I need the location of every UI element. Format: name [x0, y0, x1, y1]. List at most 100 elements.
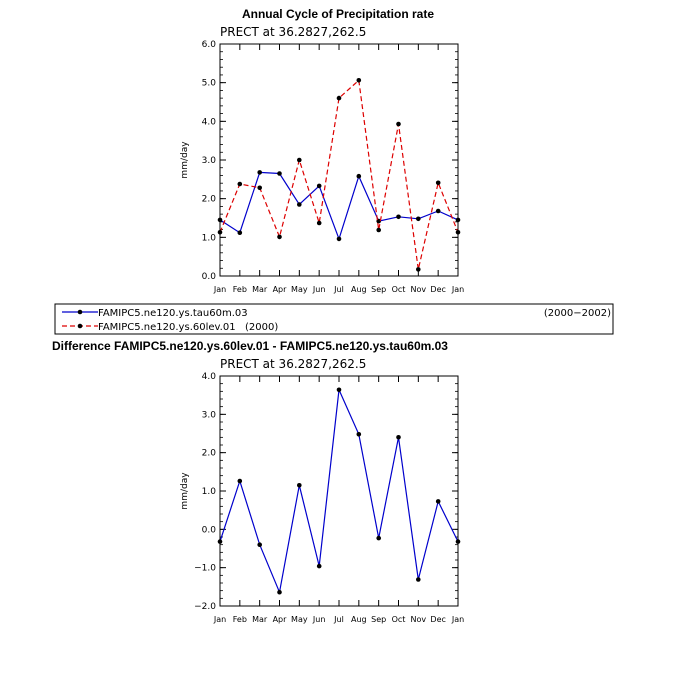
chart-2-xtick-label: Jan	[213, 615, 226, 624]
legend: FAMIPC5.ne120.ys.tau60m.03 (2000−2002) F…	[54, 303, 614, 335]
chart-2-xtick-label: Feb	[233, 615, 247, 624]
chart-2-series-1-point	[277, 589, 282, 595]
chart-2-xtick-label: Mar	[252, 615, 268, 624]
chart-1-ytick-label: 0.0	[202, 272, 217, 282]
chart-1-series-1-point	[316, 183, 322, 189]
chart-2-series-1-point	[356, 432, 362, 437]
chart-2-ytick-label: 2.0	[202, 449, 217, 459]
legend-label-series-2: FAMIPC5.ne120.ys.60lev.01	[98, 322, 236, 333]
chart-1-series-1-point	[336, 236, 342, 242]
chart-1-xtick-label: Jun	[312, 285, 326, 294]
chart-1-xtick-label: Oct	[392, 285, 406, 294]
chart-1-series-1-point	[277, 171, 282, 176]
chart-1-series-2-point	[336, 95, 342, 101]
chart-2-ytick-label: 0.0	[202, 525, 217, 535]
chart-2-series-1-point	[257, 542, 263, 547]
chart-2-tick-labels: −2.0 −1.0 0.0 1.0 2.0 3.0 4.0 Jan Feb Mar Apr May Ju…	[194, 372, 464, 624]
chart-1-series-1-point	[416, 216, 421, 222]
chart-1-subtitle: PRECT at 36.2827,262.5	[220, 25, 366, 39]
chart-1-series-2-point	[316, 220, 322, 226]
chart-1-series-1-point	[455, 217, 461, 223]
legend-marker-series-1	[77, 309, 83, 315]
chart-2-series	[217, 387, 461, 595]
chart-1-series-1-point	[297, 202, 302, 207]
chart-2-series-1-point	[455, 539, 461, 544]
chart-1-series-line-1	[219, 171, 459, 241]
chart-2-ytick-label: 1.0	[202, 487, 217, 497]
chart-2-series-1-point	[217, 539, 223, 544]
chart-1-xtick-label: Sep	[371, 285, 386, 294]
chart-2-ytick-label: 4.0	[202, 372, 217, 382]
chart-2-xtick-label: Jan	[451, 615, 464, 624]
chart-2-series-1-point	[316, 563, 322, 569]
chart-1-series-2-point	[455, 230, 461, 235]
chart-2-series-line-1	[219, 387, 459, 595]
chart-1-xtick-label: Aug	[351, 285, 367, 294]
chart-2-series-1-point	[336, 387, 342, 393]
chart-2-xtick-label: Dec	[430, 615, 445, 624]
chart-2-ylabel: mm/day	[180, 472, 190, 510]
chart-1-series-1-point	[257, 170, 263, 175]
legend-box	[54, 303, 614, 335]
chart-1-series-2-point	[217, 230, 223, 235]
legend-marker-series-2	[77, 323, 83, 329]
chart-1-ytick-label: 1.0	[202, 233, 217, 243]
chart-1-series-2-point	[297, 157, 302, 163]
chart-1-series-1-point	[356, 173, 362, 179]
legend-period-series-1: (2000−2002)	[544, 308, 611, 319]
chart-2-ytick-label: 3.0	[202, 410, 217, 420]
chart-1-xtick-label: Feb	[233, 285, 247, 294]
chart-1-ytick-label: 3.0	[202, 156, 217, 166]
chart-2-xtick-label: Sep	[371, 615, 386, 624]
chart-1-series-2-point	[376, 227, 382, 233]
chart-1-ytick-label: 4.0	[202, 117, 217, 127]
chart-2-series-1-point	[376, 535, 382, 541]
chart-1-xtick-label: May	[291, 285, 308, 294]
chart-2-series-1-point	[237, 478, 243, 484]
chart-1-series-1-point	[396, 214, 401, 220]
chart-1-series-1-point	[217, 217, 223, 223]
chart-2-ytick-label: −2.0	[194, 602, 216, 612]
chart-1-series-2-point	[257, 185, 263, 191]
chart-1-series-1-point	[435, 208, 441, 214]
chart-1-xtick-label: Jan	[213, 285, 226, 294]
chart-2-ytick-label: −1.0	[194, 564, 216, 574]
legend-label-series-1: FAMIPC5.ne120.ys.tau60m.03	[98, 308, 248, 319]
legend-period-series-2: (2000)	[245, 322, 278, 333]
chart-1-xtick-label: Mar	[252, 285, 268, 294]
chart-1-ytick-label: 5.0	[202, 79, 217, 89]
chart-2-series-1-point	[396, 435, 401, 440]
chart-2-xtick-label: Nov	[411, 615, 427, 624]
chart-1-series-2-point	[237, 181, 243, 187]
chart-1-series-2-point	[416, 267, 421, 272]
chart-2-xtick-label: Jul	[333, 615, 344, 624]
chart-1-title: Annual Cycle of Precipitation rate	[242, 7, 434, 21]
chart-2-series-1-point	[297, 483, 302, 488]
chart-1-xtick-label: Jul	[333, 285, 344, 294]
chart-1-ylabel: mm/day	[180, 141, 190, 179]
chart-1-series	[217, 78, 461, 272]
chart-2-frame	[219, 375, 459, 607]
chart-1-frame	[219, 43, 459, 277]
chart-1-xtick-label: Jan	[451, 285, 464, 294]
chart-1-tick-labels: 0.0 1.0 2.0 3.0 4.0 5.0 6.0 Jan Feb Mar Apr May Jun J…	[202, 40, 465, 294]
chart-1-axes	[219, 43, 459, 277]
chart-2-xtick-label: Aug	[351, 615, 367, 624]
chart-2-series-1-point	[435, 499, 441, 504]
chart-1-series-1-point	[237, 230, 243, 235]
chart-2-series-1-point	[416, 577, 421, 582]
chart-2-xtick-label: Jun	[312, 615, 326, 624]
chart-2-subtitle: PRECT at 36.2827,262.5	[220, 357, 366, 371]
chart-2-title: Difference FAMIPC5.ne120.ys.60lev.01 - F…	[52, 339, 448, 353]
chart-1-series-2-point	[396, 121, 401, 127]
chart-1-series-2-point	[277, 234, 282, 240]
chart-2-axes	[219, 375, 459, 607]
chart-1-xtick-label: Apr	[273, 285, 288, 294]
chart-2-xtick-label: Oct	[392, 615, 406, 624]
chart-1-series-2-point	[356, 78, 362, 83]
chart-1-xtick-label: Dec	[430, 285, 445, 294]
chart-2-xtick-label: Apr	[273, 615, 288, 624]
chart-1-ytick-label: 2.0	[202, 195, 217, 205]
chart-1-series-2-point	[435, 180, 441, 186]
